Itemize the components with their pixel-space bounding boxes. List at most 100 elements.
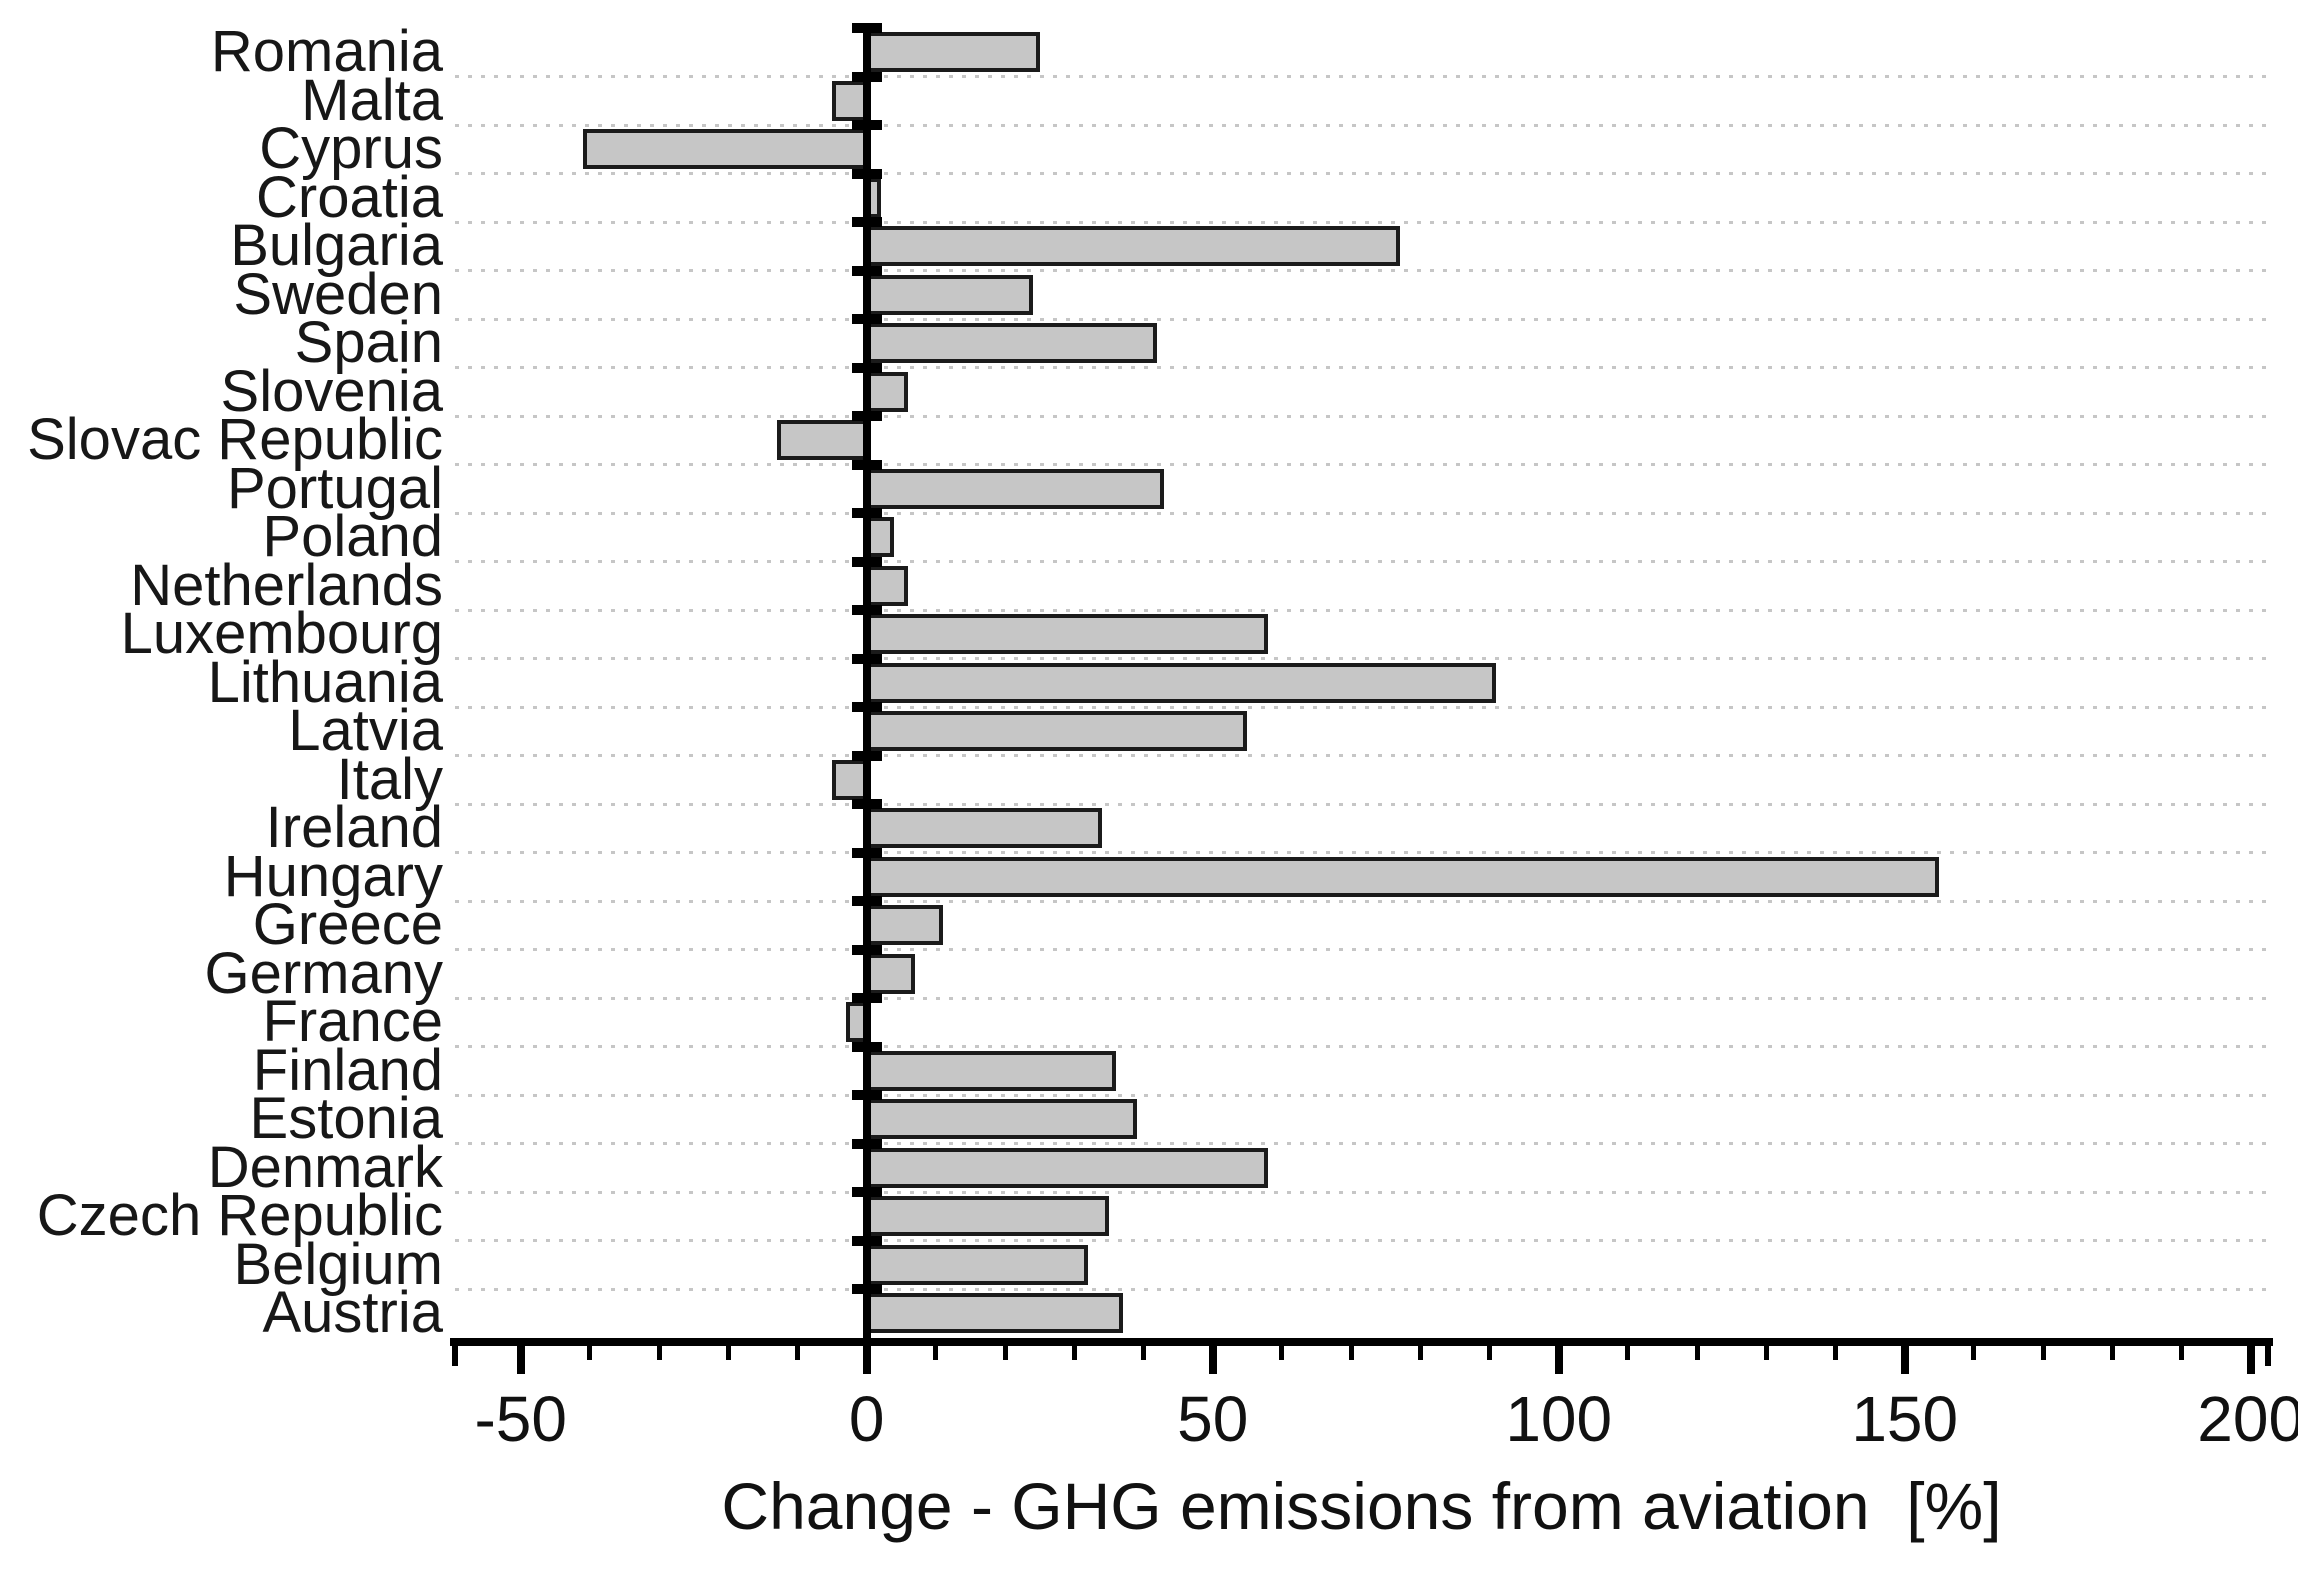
category-label-estonia: Estonia <box>249 1086 443 1151</box>
bar-austria <box>864 1293 1123 1334</box>
gridline-21 <box>455 1045 2268 1048</box>
x-axis-major-tick-200 <box>2246 1345 2255 1374</box>
zero-line-tick-9 <box>851 459 882 470</box>
x-axis-tick-label-200: 200 <box>2197 1382 2298 1455</box>
category-label-sweden: Sweden <box>233 261 443 327</box>
category-label-romania: Romania <box>210 19 443 84</box>
x-axis-minor-tick-10 <box>933 1345 939 1360</box>
gridline-16 <box>455 802 2268 806</box>
zero-line-tick-0 <box>851 23 882 33</box>
gridline-26 <box>455 1287 2268 1291</box>
bar-latvia <box>864 711 1248 752</box>
x-axis-minor-tick-70 <box>1348 1345 1354 1360</box>
bar-spain <box>864 323 1158 364</box>
x-axis-minor-tick-140 <box>1833 1345 1838 1360</box>
category-label-italy: Italy <box>336 746 443 812</box>
x-axis-tick-label-50: 50 <box>1177 1382 1249 1455</box>
gridline-11 <box>455 560 2268 563</box>
bar-belgium <box>864 1244 1089 1285</box>
gridline-24 <box>455 1190 2268 1194</box>
bar-bulgaria <box>864 226 1400 267</box>
x-axis-tick-label-100: 100 <box>1505 1382 1613 1455</box>
gridline-17 <box>455 851 2268 854</box>
x-axis-major-tick-50 <box>1208 1345 1217 1374</box>
zero-line-tick-21 <box>851 1041 882 1052</box>
category-label-croatia: Croatia <box>256 164 443 230</box>
category-label-lithuania: Lithuania <box>207 649 443 715</box>
category-label-poland: Poland <box>262 504 443 569</box>
category-label-belgium: Belgium <box>233 1231 443 1297</box>
bar-luxembourg <box>864 614 1269 655</box>
bar-estonia <box>864 1099 1137 1140</box>
gridline-18 <box>455 899 2268 903</box>
x-axis-minor-tick-110 <box>1625 1345 1631 1360</box>
category-label-denmark: Denmark <box>207 1134 443 1200</box>
gridline-13 <box>455 657 2268 660</box>
category-label-slovenia: Slovenia <box>220 358 443 424</box>
bar-greece <box>864 905 943 946</box>
bar-cyprus <box>583 129 869 170</box>
category-label-netherlands: Netherlands <box>130 552 443 618</box>
bar-portugal <box>864 468 1165 509</box>
gridline-12 <box>455 608 2268 612</box>
zero-baseline <box>862 28 871 1346</box>
category-label-slovac-republic: Slovac Republic <box>27 407 443 472</box>
zero-line-tick-24 <box>851 1187 882 1197</box>
x-axis-minor-tick--40 <box>587 1345 593 1360</box>
x-axis-major-tick-150 <box>1900 1345 1909 1374</box>
category-label-czech-republic: Czech Republic <box>36 1183 443 1248</box>
gridline-7 <box>455 366 2268 369</box>
zero-line-tick-3 <box>851 168 882 179</box>
x-axis-minor-tick-20 <box>1002 1345 1008 1360</box>
gridline-2 <box>455 123 2268 127</box>
category-label-hungary: Hungary <box>223 843 443 909</box>
bar-czech-republic <box>864 1196 1109 1237</box>
zero-line-tick-18 <box>851 896 882 906</box>
x-axis-minor-tick-30 <box>1071 1345 1077 1360</box>
zero-line-tick-11 <box>851 556 882 567</box>
gridline-14 <box>455 705 2268 709</box>
bar-romania <box>864 32 1040 73</box>
gridline-15 <box>455 754 2268 757</box>
zero-line-tick-17 <box>851 847 882 858</box>
zero-line-tick-15 <box>851 750 882 761</box>
zero-line-tick-10 <box>851 508 882 518</box>
x-axis-minor-tick-40 <box>1141 1345 1147 1360</box>
x-axis-minor-tick-160 <box>1971 1345 1977 1360</box>
zero-line-tick-1 <box>851 71 882 82</box>
gridline-19 <box>455 948 2268 951</box>
bar-germany <box>864 953 916 994</box>
x-axis-tick-label--50: -50 <box>474 1382 567 1455</box>
x-axis-minor-tick-60 <box>1279 1345 1285 1360</box>
gridline-1 <box>455 75 2268 78</box>
category-label-finland: Finland <box>252 1037 443 1103</box>
x-axis-tick-label-150: 150 <box>1851 1382 1959 1455</box>
x-axis-minor-tick-170 <box>2040 1345 2046 1360</box>
zero-line-tick-8 <box>851 411 882 421</box>
x-axis-tick-label-0: 0 <box>848 1382 885 1455</box>
gridline-22 <box>455 1093 2268 1097</box>
x-axis-minor-tick-90 <box>1487 1345 1493 1360</box>
x-axis-minor-tick-190 <box>2179 1345 2184 1360</box>
bar-lithuania <box>864 662 1497 703</box>
zero-line-tick-19 <box>851 944 882 955</box>
zero-line-tick-13 <box>851 653 882 664</box>
bar-hungary <box>864 856 1940 897</box>
bar-slovac-republic <box>776 420 869 461</box>
gridline-20 <box>455 996 2268 1000</box>
category-label-bulgaria: Bulgaria <box>230 213 443 278</box>
category-label-ireland: Ireland <box>265 795 443 860</box>
x-axis-title: Change - GHG emissions from aviation [%] <box>721 1469 2002 1543</box>
x-axis-major-tick--50 <box>516 1345 525 1374</box>
zero-line-tick-6 <box>851 314 882 324</box>
zero-line-tick-14 <box>851 702 882 712</box>
zero-line-tick-4 <box>851 217 882 227</box>
category-label-france: France <box>262 989 443 1054</box>
x-axis-minor-tick--30 <box>656 1345 662 1360</box>
category-label-portugal: Portugal <box>226 455 443 521</box>
zero-line-tick-25 <box>851 1235 882 1246</box>
zero-line-tick-5 <box>851 265 882 276</box>
gridline-9 <box>455 463 2268 466</box>
x-axis-endcap-left <box>452 1343 458 1366</box>
